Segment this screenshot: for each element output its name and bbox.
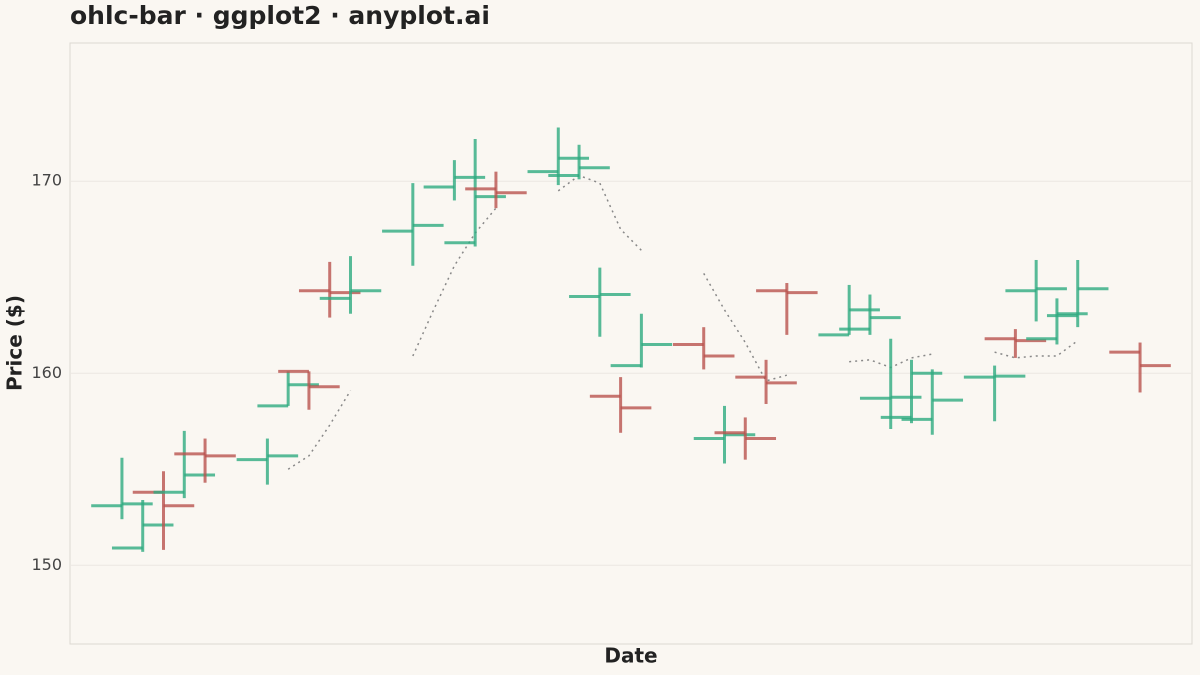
y-tick-label: 170 <box>31 171 62 190</box>
chart-title: ohlc-bar · ggplot2 · anyplot.ai <box>70 1 490 30</box>
moving-average-line <box>287 390 352 470</box>
moving-average-line <box>994 340 1079 359</box>
moving-average-line <box>557 174 642 251</box>
y-axis-title: Price ($) <box>3 295 27 391</box>
panel <box>69 42 1193 645</box>
y-tick-label: 160 <box>31 363 62 382</box>
x-axis-title: Date <box>604 644 657 668</box>
y-tick-label: 150 <box>31 555 62 574</box>
